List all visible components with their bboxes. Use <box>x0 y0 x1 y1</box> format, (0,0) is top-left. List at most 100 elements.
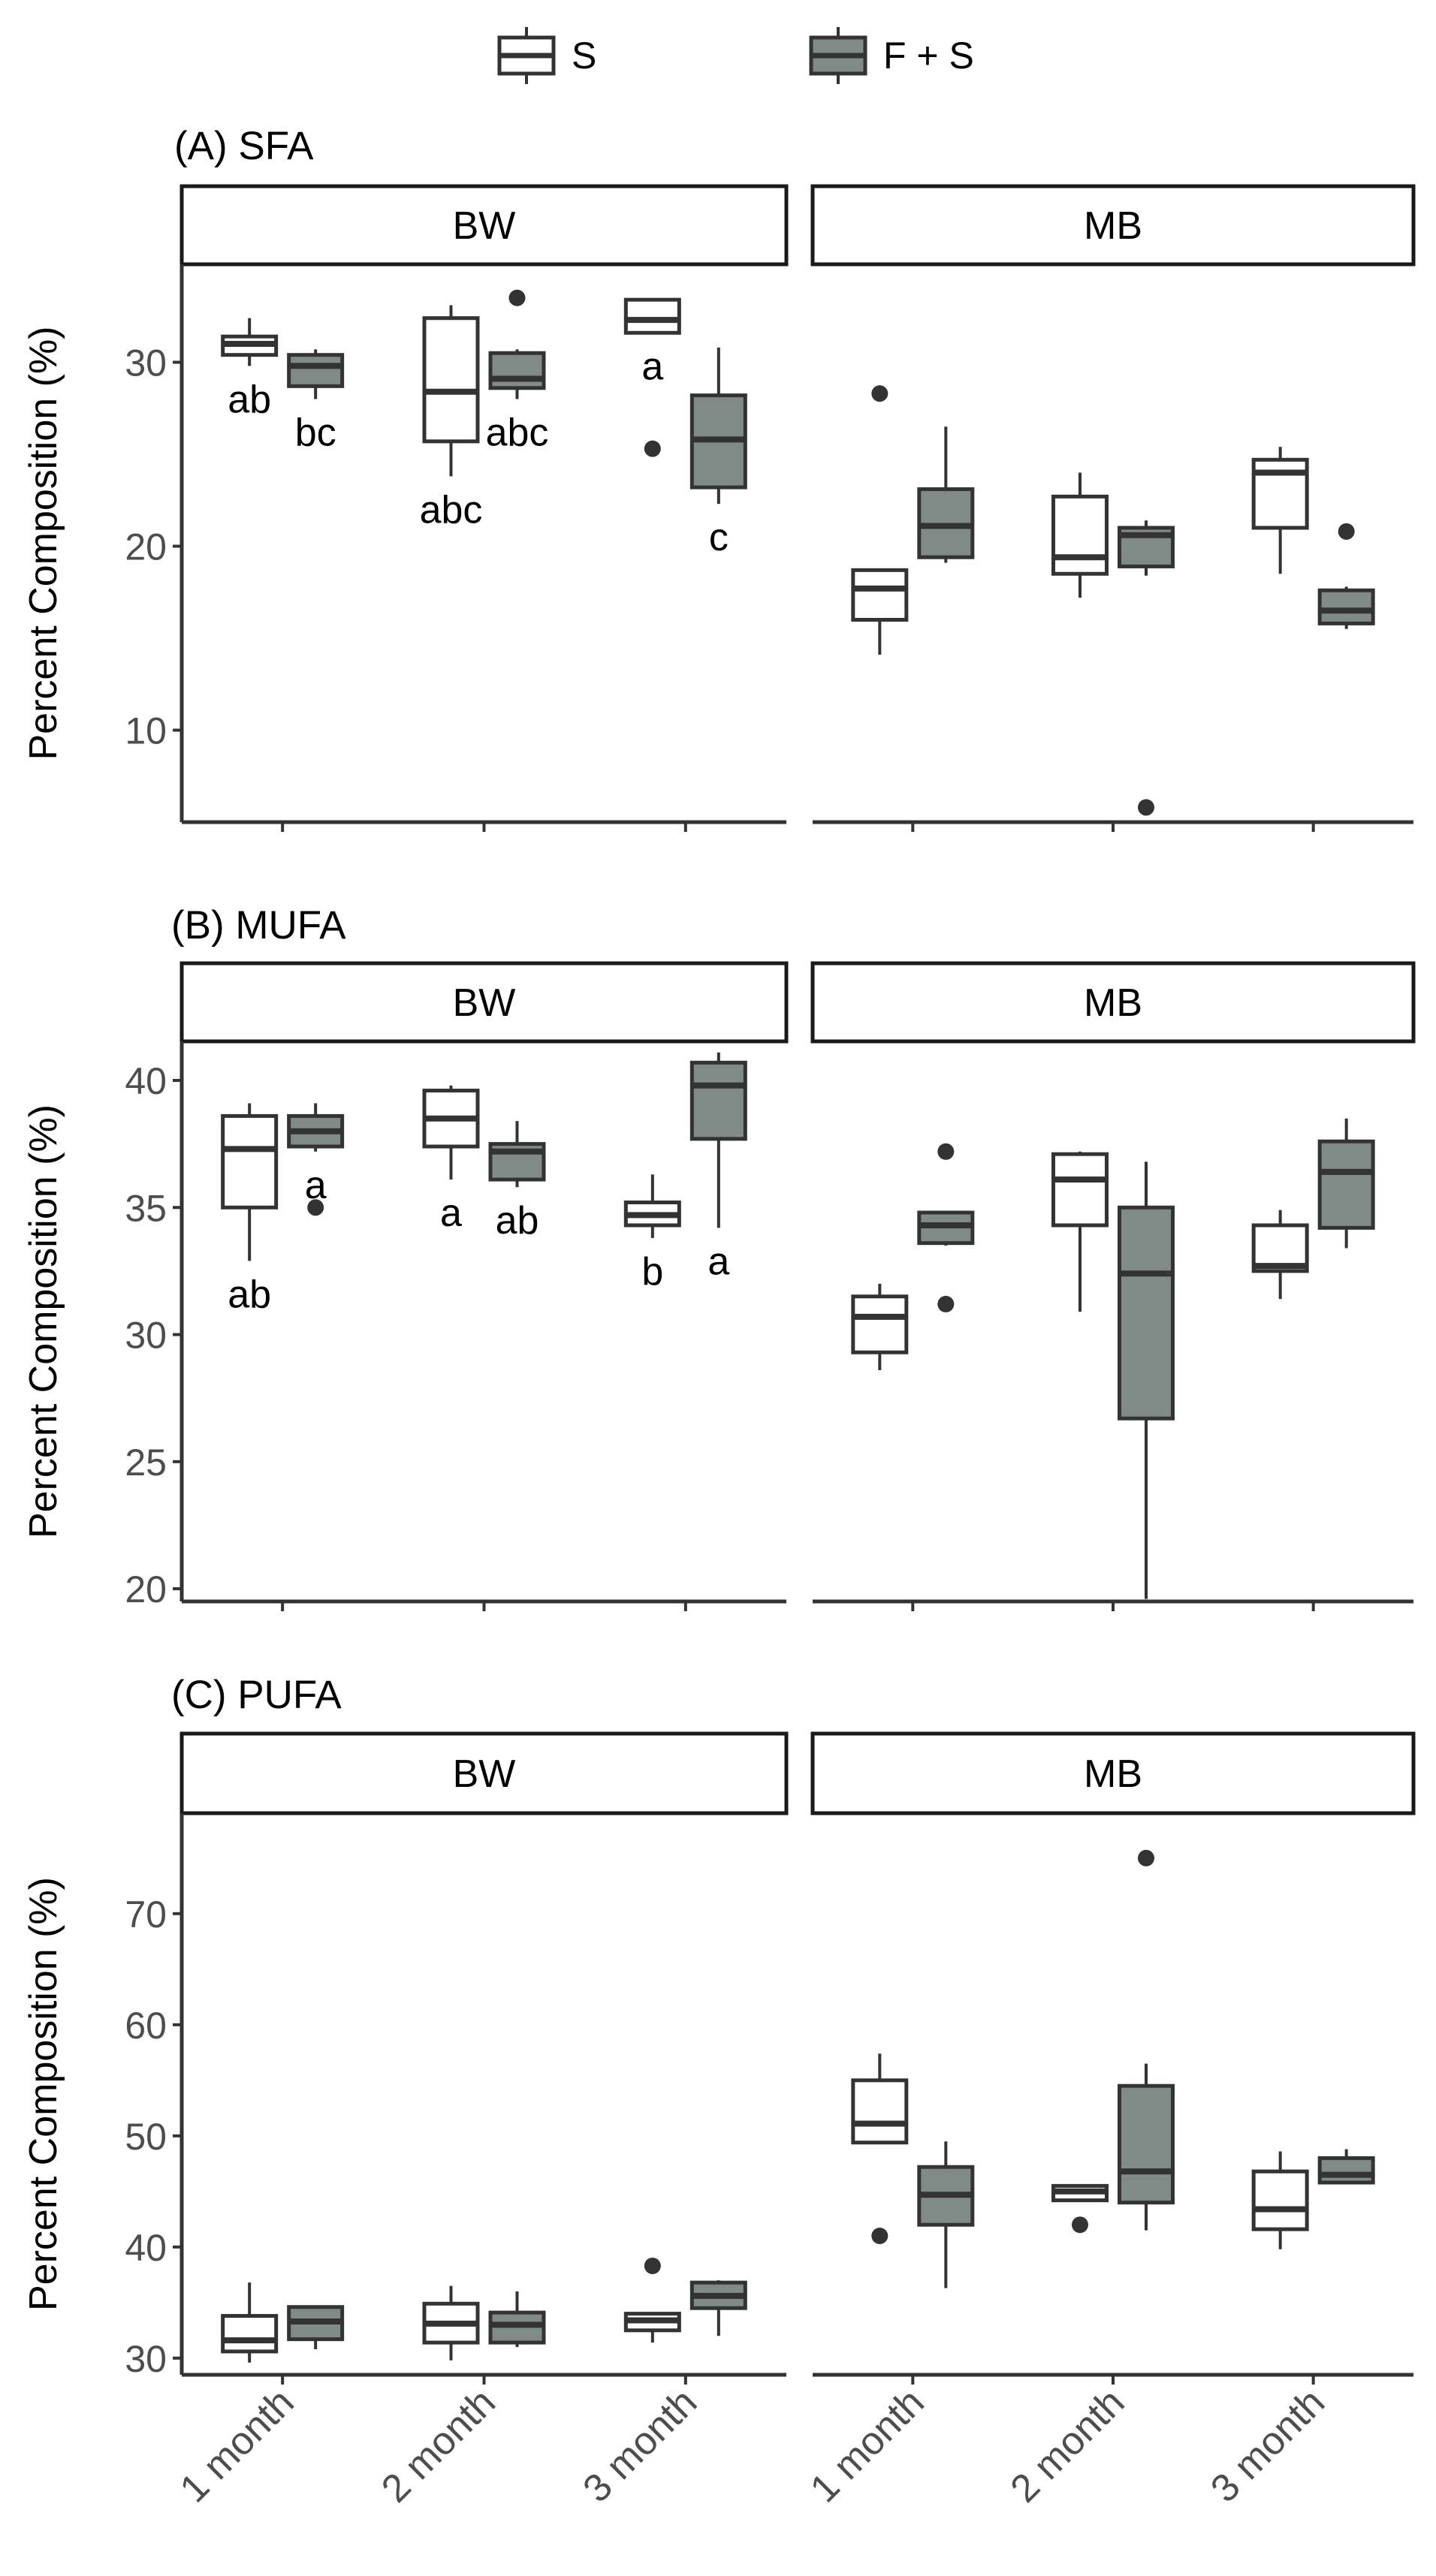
y-tick-label: 10 <box>125 710 167 752</box>
facet-strip <box>180 961 789 1044</box>
box-fs <box>1317 1118 1375 1249</box>
box-body <box>1118 1205 1175 1421</box>
box-body <box>1317 588 1375 625</box>
box-fs <box>917 2141 975 2288</box>
significance-label: a <box>641 345 663 388</box>
facet-strip-label: MB <box>1084 981 1142 1025</box>
facet-strip <box>180 184 789 267</box>
box-fs: a <box>287 1103 345 1216</box>
box-body <box>851 568 909 622</box>
y-tick-label: 30 <box>125 2338 167 2380</box>
box-s <box>422 2285 480 2361</box>
box-fs <box>488 2291 546 2347</box>
significance-label: abc <box>486 411 549 455</box>
y-axis-label: Percent Composition (%) <box>22 1877 65 2311</box>
significance-label: a <box>440 1192 462 1235</box>
box-body <box>488 351 546 390</box>
box-body <box>1051 494 1109 576</box>
panel-title: (A) SFA <box>174 124 314 168</box>
box-body <box>1051 1152 1109 1228</box>
y-tick-label: 20 <box>125 1568 167 1610</box>
facet-bw: BW <box>180 1731 789 2385</box>
significance-label: c <box>709 516 729 559</box>
outlier-point <box>644 440 661 457</box>
x-tick-label: 1 month <box>172 2380 303 2511</box>
y-tick-label: 60 <box>125 2005 167 2047</box>
box-s: a <box>422 1085 480 1235</box>
box-fs <box>1118 520 1175 816</box>
box-fs <box>1317 2149 1375 2185</box>
box-s: ab <box>221 1103 279 1316</box>
x-tick-label: 2 month <box>1003 2380 1133 2511</box>
y-tick-label: 25 <box>125 1442 167 1484</box>
x-tick-label: 2 month <box>373 2380 504 2511</box>
outlier-point <box>1138 1849 1154 1866</box>
box-body <box>689 1060 747 1141</box>
box-s <box>1051 1151 1109 1312</box>
y-tick-label: 30 <box>125 1315 167 1357</box>
significance-label: ab <box>496 1199 539 1243</box>
facet-strip-label: MB <box>1084 204 1142 248</box>
outlier-point <box>1338 523 1355 540</box>
significance-label: bc <box>295 411 336 455</box>
legend: S F + S <box>497 27 974 84</box>
x-tick-label: 3 month <box>1202 2380 1333 2511</box>
significance-label: ab <box>228 378 271 421</box>
panel-title: (C) PUFA <box>171 1673 342 1717</box>
facet-strip-label: BW <box>453 1752 516 1796</box>
box-fs <box>1118 1849 1175 2231</box>
box-body <box>221 1113 279 1210</box>
box-body <box>1118 2083 1175 2205</box>
box-s <box>623 2257 681 2343</box>
box-body <box>221 2314 279 2354</box>
significance-label: a <box>305 1164 327 1207</box>
significance-label: a <box>707 1240 729 1283</box>
x-tick-label: 1 month <box>802 2380 933 2511</box>
outlier-point <box>937 1143 955 1160</box>
box-fs <box>689 2280 747 2336</box>
box-s <box>1051 2183 1109 2234</box>
box-s <box>221 2282 279 2363</box>
box-s <box>1251 1210 1309 1300</box>
box-fs: bc <box>287 349 345 455</box>
outlier-point <box>871 2228 888 2244</box>
box-body <box>1317 1139 1375 1230</box>
y-tick-label: 50 <box>125 2116 167 2158</box>
facet-strip-label: BW <box>453 981 516 1025</box>
box-s <box>851 1283 909 1370</box>
y-axis-label: Percent Composition (%) <box>22 327 65 761</box>
x-tick-label: 3 month <box>575 2380 705 2511</box>
facet-strip <box>810 1731 1416 1815</box>
facet-strip <box>180 1731 789 1815</box>
y-axis-label: Percent Composition (%) <box>22 1104 65 1538</box>
y-tick-label: 30 <box>125 342 167 384</box>
significance-label: ab <box>228 1273 271 1316</box>
box-body <box>1317 2156 1375 2185</box>
facet-strip-label: BW <box>453 204 516 248</box>
facet-strip <box>810 184 1416 267</box>
facet-strip-label: MB <box>1084 1752 1142 1796</box>
outlier-point <box>307 1199 324 1216</box>
outlier-point <box>508 289 526 306</box>
box-fs: c <box>689 347 747 559</box>
box-fs <box>917 426 975 563</box>
y-tick-label: 20 <box>125 526 167 568</box>
facet-mb: MB <box>810 184 1416 832</box>
box-fs <box>287 2305 345 2349</box>
outlier-point <box>871 385 888 402</box>
facet-mb: MB <box>810 961 1416 1611</box>
y-tick-label: 70 <box>125 1894 167 1936</box>
facet-strip <box>810 961 1416 1044</box>
box-fs <box>1118 1161 1175 1599</box>
panel-title: (B) MUFA <box>171 903 346 948</box>
box-s <box>851 2053 909 2244</box>
box-s <box>851 385 909 655</box>
panel-2: (C) PUFA Percent Composition (%) 30 40 50 60 7… <box>22 1673 1416 2511</box>
outlier-point <box>1072 2216 1088 2234</box>
box-body <box>851 1294 909 1354</box>
box-fs: abc <box>486 289 549 455</box>
